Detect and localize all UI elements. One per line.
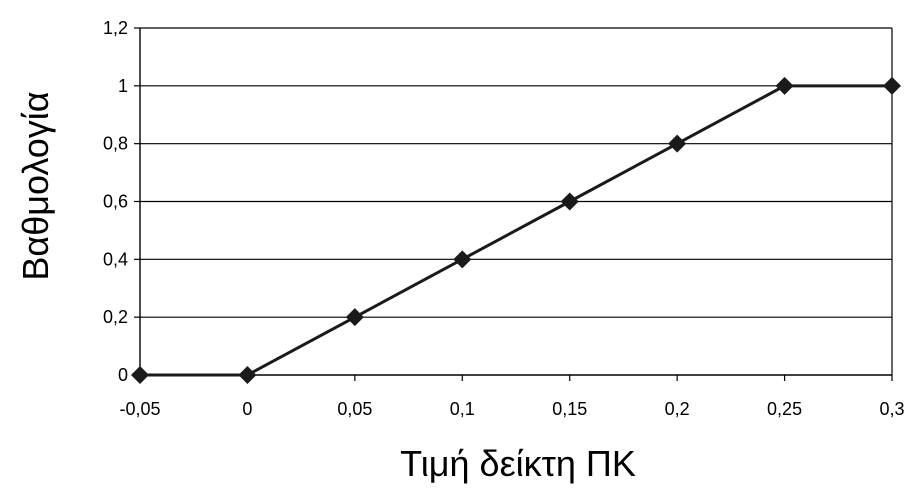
- data-point-marker: [131, 366, 149, 384]
- x-axis-title: Τιμή δείκτη ΠΚ: [400, 443, 636, 484]
- y-tick-label: 0,6: [103, 192, 128, 212]
- y-tick-label: 0: [118, 365, 128, 385]
- data-series: [131, 76, 901, 384]
- x-tick-label: 0,2: [665, 399, 690, 419]
- x-tick-label: 0,3: [879, 399, 904, 419]
- x-tick-label: 0,25: [767, 399, 802, 419]
- x-tick-labels: -0,05 0 0,05 0,1 0,15 0,2 0,25 0,3: [119, 399, 904, 419]
- data-point-marker: [883, 76, 901, 95]
- data-point-marker: [775, 76, 794, 95]
- x-tick-label: 0,05: [337, 399, 372, 419]
- y-tick-labels: 0 0,2 0,4 0,6 0,8 1 1,2: [103, 18, 128, 385]
- x-tick-label: -0,05: [119, 399, 160, 419]
- x-tick-label: 0,1: [450, 399, 475, 419]
- x-tick-label: 0: [242, 399, 252, 419]
- axes: [134, 27, 893, 381]
- gridlines: [140, 27, 892, 318]
- y-tick-label: 0,4: [103, 249, 128, 269]
- y-tick-label: 1: [118, 76, 128, 96]
- series-line: [140, 84, 892, 377]
- y-axis-title: Βαθμολογία: [15, 91, 56, 280]
- data-point-marker: [345, 308, 364, 327]
- data-point-marker: [453, 250, 472, 269]
- y-tick-label: 0,2: [103, 307, 128, 327]
- y-tick-label: 0,8: [103, 134, 128, 154]
- data-point-marker: [560, 192, 579, 211]
- data-point-marker: [668, 134, 687, 153]
- data-point-marker: [238, 366, 257, 384]
- y-tick-label: 1,2: [103, 18, 128, 38]
- x-tick-label: 0,15: [552, 399, 587, 419]
